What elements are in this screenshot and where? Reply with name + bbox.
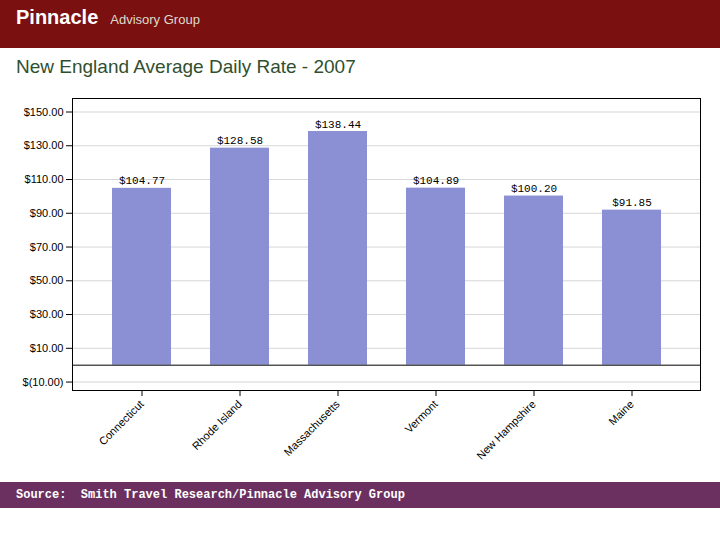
svg-text:$70.00: $70.00 [30, 241, 64, 253]
html-text:Advisory Group: Advisory Group [110, 12, 200, 27]
svg-text:Massachusetts: Massachusetts [282, 397, 343, 458]
svg-text:$104.77: $104.77 [119, 175, 165, 187]
svg-text:$90.00: $90.00 [30, 207, 64, 219]
svg-text:$30.00: $30.00 [30, 308, 64, 320]
svg-text:$10.00: $10.00 [30, 342, 64, 354]
svg-text:$50.00: $50.00 [30, 274, 64, 286]
svg-text:$91.85: $91.85 [612, 197, 652, 209]
svg-text:Vermont: Vermont [402, 398, 439, 435]
html-text:New England Average Daily Rate: New England Average Daily Rate - 2007 [16, 56, 356, 77]
svg-text:$138.44: $138.44 [315, 119, 362, 131]
svg-text:New Hampshire: New Hampshire [474, 398, 538, 462]
svg-text:$150.00: $150.00 [24, 106, 64, 118]
html-text:Source: Smith Travel Research/: Source: Smith Travel Research/Pinnacle A… [16, 488, 405, 502]
svg-text:Maine: Maine [606, 398, 636, 428]
html-text:Pinnacle: Pinnacle [16, 6, 99, 28]
svg-text:$100.20: $100.20 [511, 183, 557, 195]
svg-text:$(10.00): $(10.00) [23, 376, 64, 388]
svg-text:$128.58: $128.58 [217, 135, 263, 147]
svg-text:$110.00: $110.00 [25, 173, 64, 185]
svg-text:Connecticut: Connecticut [96, 398, 146, 448]
svg-text:Rhode Island: Rhode Island [190, 398, 244, 452]
svg-text:$130.00: $130.00 [24, 139, 64, 151]
svg-text:$104.89: $104.89 [413, 175, 459, 187]
